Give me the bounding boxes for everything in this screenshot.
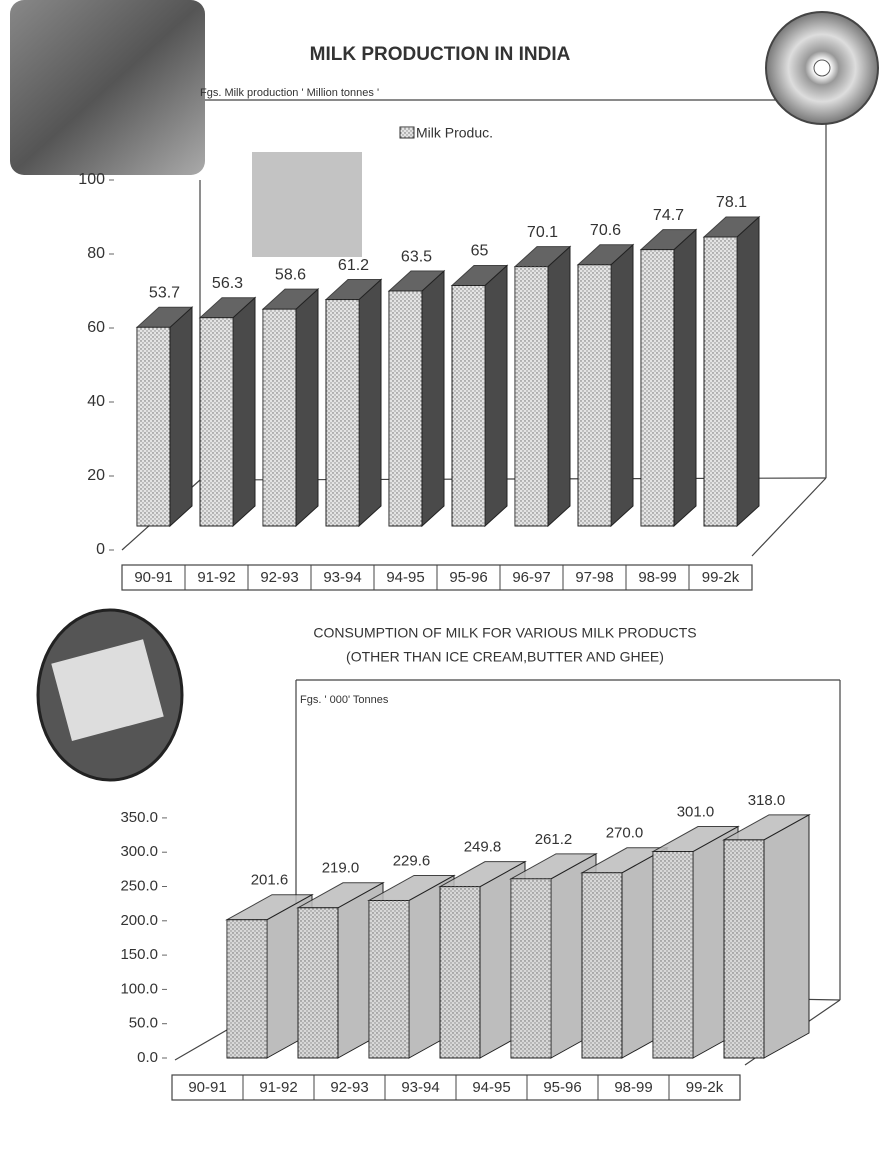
value-label: 74.7 xyxy=(653,207,684,224)
y-tick-label: 100.0 xyxy=(120,980,158,997)
bar-texture xyxy=(452,285,485,526)
bar-side xyxy=(169,306,193,528)
y-tick-label: 200.0 xyxy=(120,912,158,929)
bar-texture xyxy=(137,327,170,526)
value-label: 56.3 xyxy=(212,275,243,292)
bar-side xyxy=(421,269,445,528)
bar-side xyxy=(232,296,256,528)
value-label: 78.1 xyxy=(716,194,747,211)
bar-texture xyxy=(263,309,296,526)
bar-side xyxy=(610,243,634,528)
bar-side xyxy=(295,288,319,528)
bar-texture xyxy=(653,851,693,1058)
bar-texture xyxy=(724,839,764,1058)
bar-side xyxy=(763,814,810,1059)
x-tick-label: 94-95 xyxy=(386,569,424,586)
photo xyxy=(10,0,205,175)
chart-subtitle: (OTHER THAN ICE CREAM,BUTTER AND GHEE) xyxy=(346,649,664,665)
x-tick-label: 91-92 xyxy=(259,1079,297,1096)
cd-hole xyxy=(813,59,831,77)
x-tick-label: 95-96 xyxy=(449,569,487,586)
x-tick-label: 90-91 xyxy=(188,1079,226,1096)
x-tick-label: 94-95 xyxy=(472,1079,510,1096)
y-tick-label: 50.0 xyxy=(129,1015,158,1032)
x-tick-label: 92-93 xyxy=(330,1079,368,1096)
y-tick-label: 80 xyxy=(87,245,105,262)
value-label: 70.6 xyxy=(590,222,621,239)
x-tick-label: 93-94 xyxy=(401,1079,439,1096)
x-tick-label: 90-91 xyxy=(134,569,172,586)
value-label: 261.2 xyxy=(535,831,573,848)
x-tick-label: 97-98 xyxy=(575,569,613,586)
bar-side xyxy=(547,245,571,528)
bar-side xyxy=(673,228,697,528)
bar-texture xyxy=(227,919,267,1058)
x-tick-label: 91-92 xyxy=(197,569,235,586)
y-tick-label: 100 xyxy=(78,171,105,188)
x-tick-label: 98-99 xyxy=(614,1079,652,1096)
bar-texture xyxy=(326,299,359,526)
bar-texture xyxy=(298,907,338,1058)
bar-texture xyxy=(511,878,551,1058)
x-tick-label: 99-2k xyxy=(702,569,740,586)
photo xyxy=(252,152,362,257)
y-tick-label: 60 xyxy=(87,319,105,336)
bar-texture xyxy=(200,317,233,526)
value-label: 219.0 xyxy=(322,860,360,877)
x-tick-label: 98-99 xyxy=(638,569,676,586)
bar-texture xyxy=(704,237,737,526)
bar-side xyxy=(484,264,508,528)
bar-texture xyxy=(369,900,409,1058)
x-tick-label: 93-94 xyxy=(323,569,361,586)
bar-texture xyxy=(582,872,622,1058)
chart-title: MILK PRODUCTION IN INDIA xyxy=(310,44,571,65)
y-tick-label: 40 xyxy=(87,393,105,410)
bar-texture xyxy=(389,291,422,526)
x-tick-label: 96-97 xyxy=(512,569,550,586)
value-label: 70.1 xyxy=(527,224,558,241)
value-label: 318.0 xyxy=(748,792,786,809)
value-label: 201.6 xyxy=(251,872,289,889)
product-box xyxy=(51,639,164,742)
value-label: 229.6 xyxy=(393,852,431,869)
chart-title: CONSUMPTION OF MILK FOR VARIOUS MILK PRO… xyxy=(313,625,696,641)
value-label: 61.2 xyxy=(338,257,369,274)
legend-label: Milk Produc. xyxy=(416,125,493,141)
value-label: 249.8 xyxy=(464,839,502,856)
y-tick-label: 0 xyxy=(96,541,105,558)
bar-side xyxy=(736,215,760,528)
value-label: 58.6 xyxy=(275,266,306,283)
value-label: 53.7 xyxy=(149,285,180,302)
y-tick-label: 350.0 xyxy=(120,809,158,826)
bar-texture xyxy=(578,264,611,526)
bar-texture xyxy=(440,886,480,1058)
y-tick-label: 250.0 xyxy=(120,877,158,894)
y-tick-label: 20 xyxy=(87,467,105,484)
value-label: 301.0 xyxy=(677,803,715,820)
unit-label: Fgs. ' 000' Tonnes xyxy=(300,694,389,706)
y-tick-label: 0.0 xyxy=(137,1049,158,1066)
x-tick-label: 95-96 xyxy=(543,1079,581,1096)
y-tick-label: 300.0 xyxy=(120,843,158,860)
x-tick-label: 92-93 xyxy=(260,569,298,586)
unit-label: Fgs. Milk production ' Million tonnes ' xyxy=(200,87,379,99)
bar-side xyxy=(358,278,382,528)
x-tick-label: 99-2k xyxy=(686,1079,724,1096)
bar-texture xyxy=(515,266,548,526)
legend-texture xyxy=(400,127,414,138)
y-tick-label: 150.0 xyxy=(120,946,158,963)
value-label: 270.0 xyxy=(606,825,644,842)
value-label: 63.5 xyxy=(401,248,432,265)
bar-texture xyxy=(641,249,674,527)
value-label: 65 xyxy=(471,243,489,260)
